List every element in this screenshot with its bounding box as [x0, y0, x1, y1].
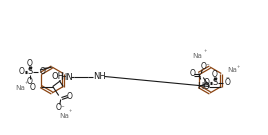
Text: HO: HO — [197, 82, 210, 91]
Text: OH: OH — [52, 72, 65, 81]
Text: Na: Na — [15, 85, 25, 91]
Text: ⁺: ⁺ — [24, 82, 28, 88]
Text: ⁻: ⁻ — [226, 77, 230, 82]
Text: O: O — [27, 60, 33, 68]
Text: Na: Na — [192, 53, 202, 58]
Text: ⁻: ⁻ — [61, 105, 65, 112]
Text: HN: HN — [60, 73, 73, 82]
Text: O: O — [27, 77, 33, 85]
Text: Na: Na — [59, 112, 69, 119]
Text: O: O — [56, 103, 62, 112]
Text: ⁺: ⁺ — [237, 65, 240, 72]
Text: ⁺: ⁺ — [204, 50, 207, 57]
Text: ⁻: ⁻ — [44, 66, 48, 72]
Text: O: O — [40, 68, 46, 77]
Text: O: O — [67, 92, 73, 101]
Text: O: O — [225, 78, 231, 87]
Text: O: O — [30, 82, 36, 92]
Text: S: S — [27, 68, 33, 77]
Text: ⁺: ⁺ — [69, 111, 72, 117]
Text: O: O — [200, 62, 206, 71]
Text: O: O — [189, 69, 195, 78]
Text: O: O — [212, 70, 218, 79]
Text: ⁻: ⁻ — [205, 63, 209, 70]
Text: S: S — [212, 78, 217, 87]
Text: NH: NH — [93, 72, 106, 81]
Text: O: O — [19, 68, 25, 77]
Text: O: O — [204, 78, 210, 87]
Text: Na: Na — [227, 68, 237, 73]
